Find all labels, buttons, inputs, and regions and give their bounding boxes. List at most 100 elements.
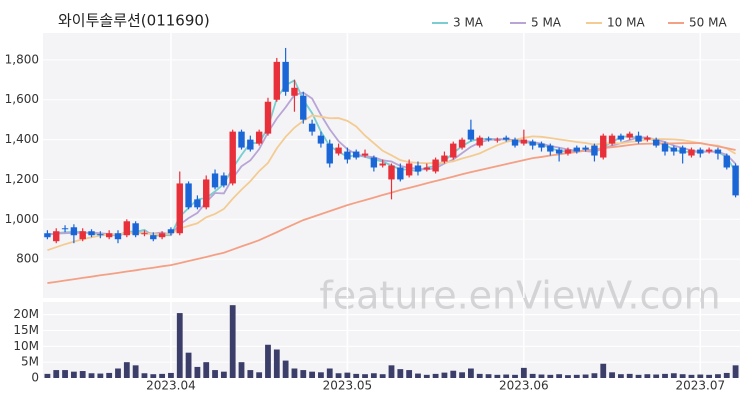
volume-bar: [732, 365, 739, 378]
candle-body: [714, 149, 722, 154]
candle-body: [529, 141, 536, 146]
candle-body: [70, 227, 78, 236]
candle-body: [44, 233, 51, 238]
candle-body: [600, 135, 607, 158]
volume-bar: [644, 374, 651, 378]
volume-bar: [88, 373, 95, 378]
candle-body: [502, 137, 510, 140]
volume-bar: [441, 372, 448, 378]
candle-body: [432, 159, 439, 172]
volume-bar: [547, 374, 554, 378]
candle-body: [61, 228, 69, 230]
volume-bar: [220, 371, 227, 378]
volume-bar: [203, 362, 210, 378]
candle-body: [379, 163, 386, 166]
volume-bar: [353, 373, 360, 378]
x-tick-label: 2023.05: [323, 379, 373, 393]
candle-body: [608, 135, 616, 144]
volume-bar: [582, 374, 589, 378]
candle-body: [326, 143, 333, 164]
candle-body: [626, 133, 633, 138]
candle-body: [291, 87, 298, 96]
volume-bar: [706, 374, 713, 378]
volume-bar: [282, 360, 289, 378]
candle-body: [344, 151, 351, 160]
y-tick-label: 0: [31, 371, 39, 385]
volume-bar: [397, 369, 404, 378]
volume-bar: [141, 373, 148, 378]
candle-body: [644, 137, 651, 140]
volume-bar: [723, 372, 730, 378]
y-tick-label: 1,400: [5, 132, 39, 146]
x-tick-label: 2023.04: [146, 379, 196, 393]
volume-bar: [415, 373, 421, 378]
candle-body: [238, 131, 245, 148]
y-tick-label: 1,200: [5, 172, 39, 186]
candle-body: [635, 135, 642, 142]
y-tick-label: 10M: [13, 339, 39, 353]
y-tick-label: 5M: [21, 355, 39, 369]
volume-bar: [406, 370, 413, 378]
volume-bar: [265, 344, 271, 378]
volume-bar: [670, 373, 677, 378]
candle-body: [141, 233, 148, 235]
candle-body: [211, 173, 219, 188]
volume-bar: [450, 370, 457, 378]
volume-bar: [344, 372, 351, 378]
volume-bar: [635, 374, 642, 378]
legend-label: 5 MA: [531, 16, 562, 30]
candle-body: [220, 175, 228, 186]
candle-body: [705, 149, 713, 152]
candle-body: [582, 147, 589, 150]
candle-body: [423, 167, 430, 170]
volume-bar: [194, 366, 201, 378]
candle-body: [441, 155, 448, 162]
volume-bar: [556, 374, 563, 378]
volume-bar: [653, 374, 660, 378]
volume-bar: [609, 372, 615, 378]
volume-bar: [335, 373, 342, 378]
candle-body: [564, 149, 572, 154]
volume-bar: [688, 374, 695, 378]
candle-body: [203, 179, 210, 208]
y-tick-label: 800: [16, 252, 39, 266]
volume-bar: [520, 367, 527, 378]
candle-body: [255, 131, 263, 144]
candle-body: [688, 149, 695, 156]
chart-title: 와이투솔루션(011690): [58, 12, 210, 30]
candle-body: [361, 153, 369, 156]
y-tick-label: 15M: [13, 323, 39, 337]
candle-body: [264, 101, 272, 134]
candle-body: [652, 139, 660, 146]
candle-body: [573, 147, 580, 152]
volume-bar: [600, 363, 607, 378]
candle-body: [105, 233, 113, 238]
volume-bar: [494, 374, 501, 378]
volume-bar: [573, 374, 580, 378]
candle-body: [132, 223, 139, 236]
volume-bar: [538, 374, 545, 378]
volume-bar: [362, 374, 368, 378]
candle-body: [150, 235, 157, 240]
candle-body: [458, 139, 466, 148]
candle-body: [247, 139, 254, 150]
candle-body: [397, 167, 404, 180]
volume-bar: [423, 374, 430, 378]
volume-bar: [150, 374, 157, 378]
volume-bar: [79, 371, 86, 378]
x-tick-label: 2023.06: [499, 379, 549, 393]
candle-body: [485, 138, 492, 140]
volume-bar: [123, 362, 130, 378]
candle-body: [494, 139, 501, 141]
volume-bar: [370, 373, 377, 378]
volume-bar: [485, 374, 492, 378]
volume-bar: [318, 372, 324, 378]
volume-bar: [238, 362, 245, 378]
candle-body: [353, 151, 360, 158]
candle-body: [370, 157, 378, 168]
candle-body: [697, 149, 704, 154]
candle-body: [679, 147, 686, 154]
volume-bar: [529, 373, 536, 378]
candle-body: [79, 231, 86, 240]
volume-bar: [697, 374, 704, 378]
